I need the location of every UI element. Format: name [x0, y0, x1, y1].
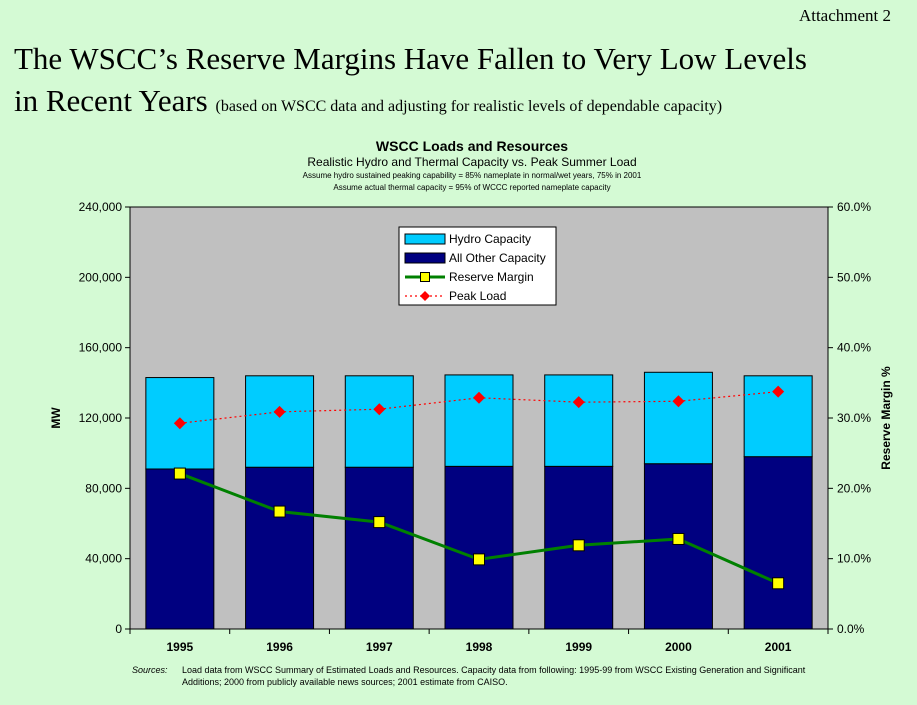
y-tick-label: 200,000 [79, 270, 123, 284]
chart-subtitle: Realistic Hydro and Thermal Capacity vs.… [307, 155, 637, 169]
slide-title: The WSCC’s Reserve Margins Have Fallen t… [14, 38, 904, 128]
peak-load-point-1998 [473, 391, 485, 404]
x-tick-label: 1996 [266, 640, 293, 654]
bar-hydro-1997 [344, 375, 414, 468]
y2-axis-title: Reserve Margin % [879, 366, 893, 470]
bar-all-other-1998 [444, 465, 514, 630]
legend-label-2: Reserve Margin [449, 270, 534, 284]
y2-tick-label: 40.0% [837, 341, 871, 355]
chart-title: WSCC Loads and Resources [375, 138, 569, 154]
attachment-label: Attachment 2 [798, 6, 891, 25]
reserve-margin-point-2001 [772, 577, 785, 590]
peak-load-point-2001 [772, 385, 785, 398]
y-axis-title: MW [49, 407, 63, 429]
y2-tick-label: 20.0% [837, 481, 871, 495]
reserve-margin-point-1997 [373, 516, 386, 529]
y-tick-label: 40,000 [85, 552, 122, 566]
x-tick-label: 2001 [765, 640, 792, 654]
bar-all-other-1996 [245, 466, 315, 630]
x-tick-label: 1995 [167, 640, 194, 654]
y-tick-label: 160,000 [79, 341, 123, 355]
bar-hydro-2000 [643, 371, 713, 465]
y2-tick-label: 30.0% [837, 411, 871, 425]
legend-swatch-1 [404, 252, 446, 264]
x-tick-label: 1999 [565, 640, 592, 654]
title-note: (based on WSCC data and adjusting for re… [215, 98, 723, 115]
reserve-margin-point-1996 [273, 505, 286, 518]
peak-load-point-2000 [672, 395, 685, 408]
legend-label-1: All Other Capacity [449, 251, 546, 265]
title-line-1: The WSCC’s Reserve Margins Have Fallen t… [14, 41, 807, 76]
bar-all-other-1997 [344, 466, 414, 630]
peak-load-point-1997 [373, 403, 386, 416]
sources-text: Load data from WSCC Summary of Estimated… [182, 665, 806, 687]
title-line-2: in Recent Years [14, 83, 208, 118]
reserve-margin-point-2000 [672, 532, 685, 545]
reserve-margin-point-1995 [173, 467, 186, 480]
bar-hydro-1996 [245, 375, 315, 468]
sources-footnote: Sources: Load data from WSCC Summary of … [132, 664, 832, 688]
legend-label-3: Peak Load [449, 289, 506, 303]
chart-note-hydro: Assume hydro sustained peaking capabilit… [302, 171, 642, 180]
reserve-margin-point-1999 [572, 539, 585, 552]
y-tick-label: 240,000 [79, 200, 123, 214]
chart-note-thermal: Assume actual thermal capacity = 95% of … [333, 183, 611, 192]
y-tick-label: 80,000 [85, 481, 122, 495]
reserve-margin-point-1998 [473, 553, 485, 566]
legend-marker-3 [420, 291, 430, 301]
y-tick-label: 0 [115, 622, 122, 636]
legend-marker-2 [420, 272, 430, 282]
legend-label-0: Hydro Capacity [449, 232, 531, 246]
bar-all-other-2000 [643, 463, 713, 630]
x-tick-label: 1997 [366, 640, 393, 654]
bar-all-other-2001 [743, 456, 813, 630]
y2-tick-label: 50.0% [837, 270, 871, 284]
y2-tick-label: 10.0% [837, 552, 871, 566]
x-tick-label: 2000 [665, 640, 692, 654]
peak-load-point-1996 [273, 405, 286, 418]
bar-hydro-1999 [544, 374, 614, 467]
chart-header: WSCC Loads and Resources Realistic Hydro… [130, 138, 814, 194]
sources-label: Sources: [132, 665, 168, 675]
y2-tick-label: 0.0% [837, 622, 865, 636]
peak-load-point-1995 [173, 417, 186, 430]
peak-load-point-1999 [572, 396, 585, 409]
legend-swatch-0 [404, 233, 446, 245]
x-tick-label: 1998 [466, 640, 493, 654]
y2-tick-label: 60.0% [837, 200, 871, 214]
y-tick-label: 120,000 [79, 411, 123, 425]
bar-hydro-1998 [444, 374, 514, 467]
bar-all-other-1995 [145, 468, 215, 630]
